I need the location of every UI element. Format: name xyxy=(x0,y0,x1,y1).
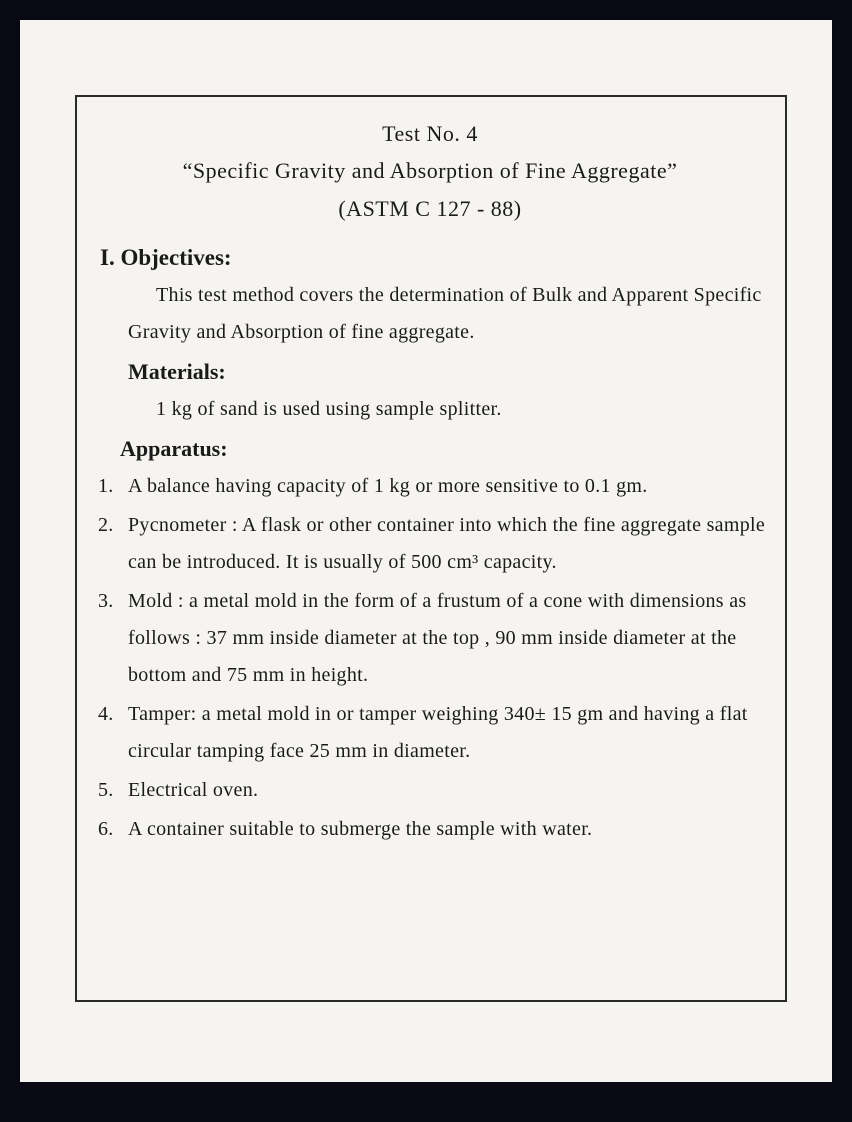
list-number: 1. xyxy=(98,468,128,505)
objectives-body: This test method covers the determinatio… xyxy=(128,277,770,351)
list-number: 2. xyxy=(98,507,128,581)
document-page: Test No. 4 “Specific Gravity and Absorpt… xyxy=(20,20,832,1082)
materials-body: 1 kg of sand is used using sample splitt… xyxy=(156,391,770,428)
list-text: Tamper: a metal mold in or tamper weighi… xyxy=(128,696,770,770)
list-number: 5. xyxy=(98,772,128,809)
list-text: A balance having capacity of 1 kg or mor… xyxy=(128,468,770,505)
list-number: 4. xyxy=(98,696,128,770)
title-block: Test No. 4 “Specific Gravity and Absorpt… xyxy=(90,115,770,227)
list-item: 4. Tamper: a metal mold in or tamper wei… xyxy=(98,696,770,770)
materials-heading: Materials: xyxy=(128,359,770,385)
list-item: 2. Pycnometer : A flask or other contain… xyxy=(98,507,770,581)
title-line-1: Test No. 4 xyxy=(90,115,770,152)
list-text: Electrical oven. xyxy=(128,772,770,809)
apparatus-list: 1. A balance having capacity of 1 kg or … xyxy=(98,468,770,848)
apparatus-heading: Apparatus: xyxy=(120,436,770,462)
page-content: Test No. 4 “Specific Gravity and Absorpt… xyxy=(90,115,770,987)
list-number: 3. xyxy=(98,583,128,694)
list-item: 3. Mold : a metal mold in the form of a … xyxy=(98,583,770,694)
list-text: Mold : a metal mold in the form of a fru… xyxy=(128,583,770,694)
title-line-3: (ASTM C 127 - 88) xyxy=(90,190,770,227)
list-item: 5. Electrical oven. xyxy=(98,772,770,809)
list-item: 1. A balance having capacity of 1 kg or … xyxy=(98,468,770,505)
list-text: A container suitable to submerge the sam… xyxy=(128,811,770,848)
list-item: 6. A container suitable to submerge the … xyxy=(98,811,770,848)
list-number: 6. xyxy=(98,811,128,848)
list-text: Pycnometer : A flask or other container … xyxy=(128,507,770,581)
objectives-heading: I. Objectives: xyxy=(100,245,770,271)
title-line-2: “Specific Gravity and Absorption of Fine… xyxy=(90,152,770,189)
